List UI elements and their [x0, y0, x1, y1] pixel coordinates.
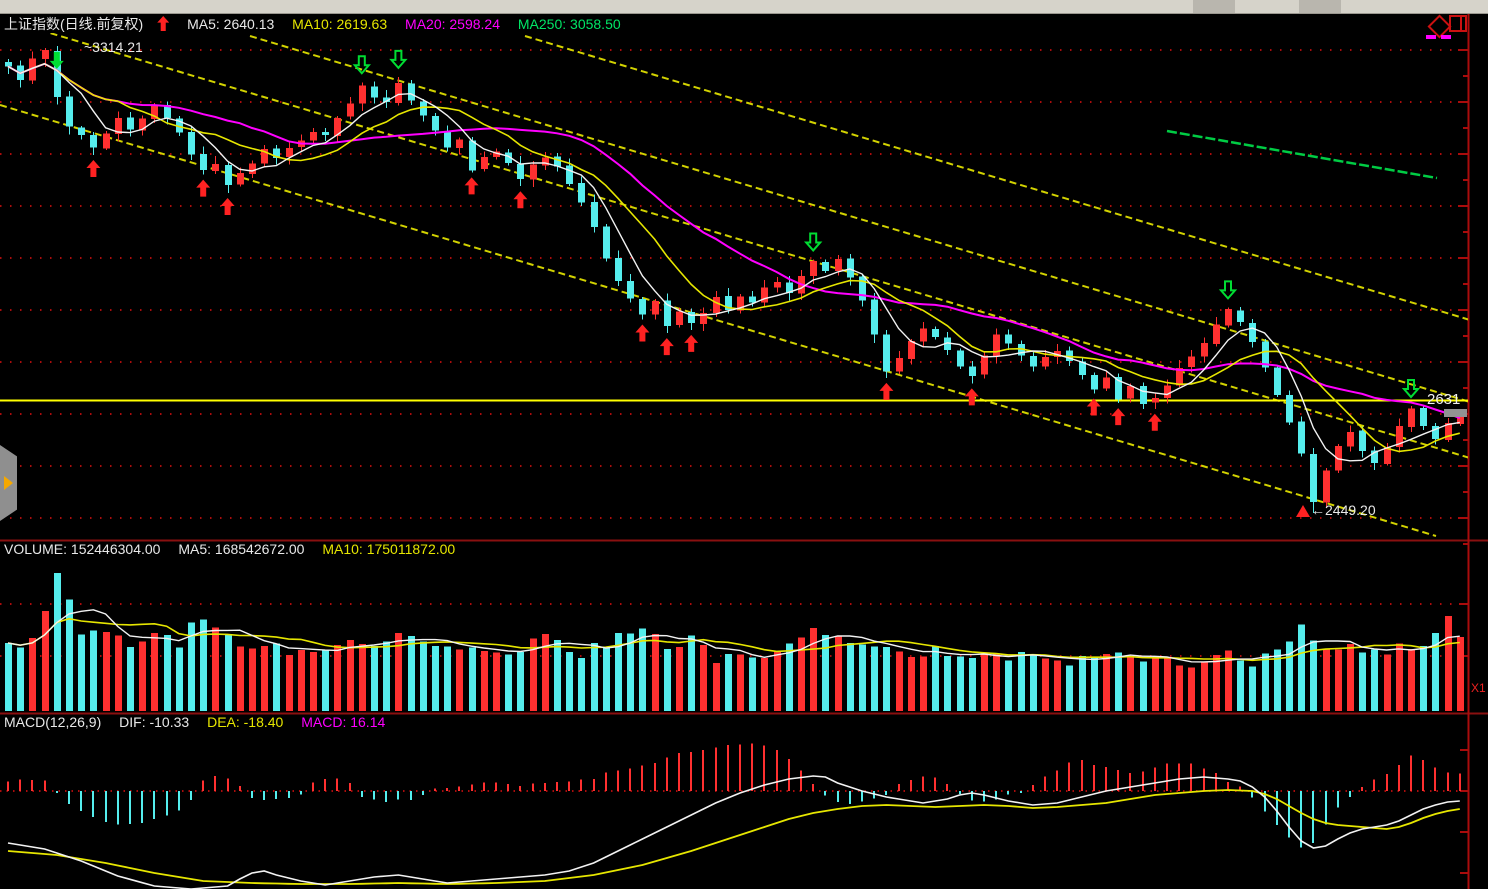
window-titlebar	[0, 0, 1488, 14]
volume-layer	[5, 573, 1464, 711]
last-price-label: 2631	[1427, 391, 1461, 408]
buy-arrow-icon	[513, 191, 528, 209]
ma250-readout: MA250: 3058.50	[517, 16, 621, 32]
sell-arrow-icon	[1218, 280, 1238, 300]
buy-arrow-icon	[1086, 398, 1101, 416]
titlebar-tab	[1193, 0, 1235, 13]
macd-readout: MACD: 16.14	[301, 714, 386, 730]
symbol-title: 上证指数(日线.前复权)	[4, 16, 144, 32]
buy-arrow-icon	[1147, 413, 1162, 431]
buy-arrow-icon	[879, 382, 894, 400]
buy-arrow-icon	[635, 324, 650, 342]
trendline-layer	[0, 33, 1468, 537]
buy-arrow-icon	[196, 179, 211, 197]
ma20-readout: MA20: 2598.24	[405, 16, 500, 32]
volume-ma10-readout: MA10: 175011872.00	[322, 541, 456, 557]
magenta-dash-icon	[1426, 35, 1436, 39]
split-divider	[1460, 17, 1462, 30]
main-pane-header: 上证指数(日线.前复权) MA5: 2640.13 MA10: 2619.63 …	[4, 14, 635, 34]
last-price-tag	[1444, 409, 1467, 417]
macd-params: MACD(12,26,9)	[4, 714, 102, 730]
sell-arrow-icon	[352, 55, 372, 75]
split-window-icon[interactable]	[1449, 15, 1467, 32]
pane-scale-tag: X1	[1471, 681, 1486, 695]
magenta-dash-icon	[1441, 35, 1451, 39]
buy-arrow-icon	[86, 159, 101, 177]
volume-ma5-readout: MA5: 168542672.00	[178, 541, 305, 557]
sell-arrow-icon	[803, 232, 823, 252]
volume-pane-header: VOLUME: 152446304.00 MA5: 168542672.00 M…	[4, 541, 469, 557]
buy-arrow-icon	[1111, 408, 1126, 426]
low-triangle-marker	[1296, 505, 1310, 517]
sidebar-collapse-handle[interactable]	[0, 445, 17, 521]
macd-pane-header: MACD(12,26,9) DIF: -10.33 DEA: -18.40 MA…	[4, 714, 399, 730]
volume-readout: VOLUME: 152446304.00	[4, 541, 161, 557]
buy-arrow-icon	[684, 334, 699, 352]
ma5-readout: MA5: 2640.13	[187, 16, 275, 32]
grid-layer	[0, 14, 1488, 889]
sell-solid-arrow-icon	[49, 51, 64, 69]
macd-layer	[7, 743, 1461, 848]
titlebar-tab	[1299, 0, 1341, 13]
sell-arrow-icon	[389, 49, 408, 70]
dea-readout: DEA: -18.40	[207, 714, 284, 730]
buy-arrow-icon	[659, 338, 674, 356]
sell-arrow-icon	[1401, 379, 1421, 399]
ma10-readout: MA10: 2619.63	[292, 16, 388, 32]
low-price-label: ←2449.20	[1311, 502, 1376, 518]
expand-arrow-icon	[4, 476, 13, 490]
buy-arrow-icon	[964, 388, 979, 406]
buy-arrow-icon	[464, 177, 479, 195]
signal-markers-layer	[49, 49, 1421, 431]
up-arrow-icon	[157, 16, 170, 31]
buy-arrow-icon	[220, 197, 235, 215]
dif-readout: DIF: -10.33	[119, 714, 190, 730]
candles-layer	[5, 45, 1464, 513]
high-price-label: ~3314.21	[84, 39, 143, 55]
